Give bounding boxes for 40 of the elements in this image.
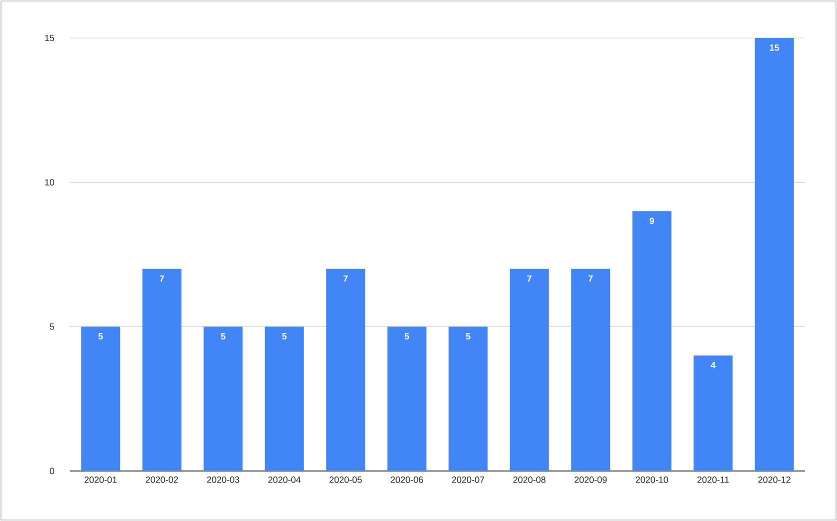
- bar: [81, 326, 120, 471]
- x-tick-label: 2020-09: [574, 476, 607, 483]
- bar: [264, 326, 304, 471]
- data-label: 5: [282, 333, 287, 340]
- x-tick-label: 2020-11: [697, 476, 729, 483]
- y-tick-label: 5: [50, 324, 54, 330]
- y-tick-label: 10: [45, 179, 54, 186]
- bar: [142, 268, 182, 471]
- x-tick-label: 2020-02: [146, 476, 178, 483]
- data-label: 5: [98, 333, 103, 340]
- data-label: 4: [710, 362, 716, 368]
- x-tick-label: 2020-10: [636, 476, 668, 483]
- data-label: 7: [588, 275, 593, 282]
- y-tick-label: 15: [45, 34, 54, 42]
- bar: [387, 326, 426, 471]
- bar: [694, 356, 733, 471]
- data-label: 7: [160, 275, 164, 282]
- x-tick-label: 2020-03: [207, 476, 240, 483]
- x-tick-label: 2020-05: [330, 476, 362, 483]
- data-label: 7: [344, 275, 348, 282]
- x-tick-label: 2020-06: [390, 476, 423, 483]
- x-tick-label: 2020-08: [513, 476, 546, 483]
- data-label: 5: [404, 333, 410, 340]
- bar: [448, 326, 488, 471]
- data-label: 5: [466, 333, 470, 340]
- y-tick-label: 0: [50, 468, 54, 474]
- data-label: 9: [650, 218, 654, 224]
- x-tick-label: 2020-07: [452, 476, 484, 483]
- x-tick-label: 2020-01: [84, 476, 117, 483]
- bar: [326, 268, 366, 471]
- data-label: 5: [220, 333, 226, 340]
- bar: [571, 268, 610, 471]
- x-tick-label: 2020-04: [268, 476, 301, 483]
- bar: [510, 268, 549, 471]
- x-tick-label: 2020-12: [758, 476, 790, 483]
- bar: [204, 326, 243, 471]
- data-label: 15: [770, 44, 780, 51]
- data-label: 7: [527, 275, 532, 282]
- bar: [754, 38, 794, 471]
- bar: [632, 211, 672, 471]
